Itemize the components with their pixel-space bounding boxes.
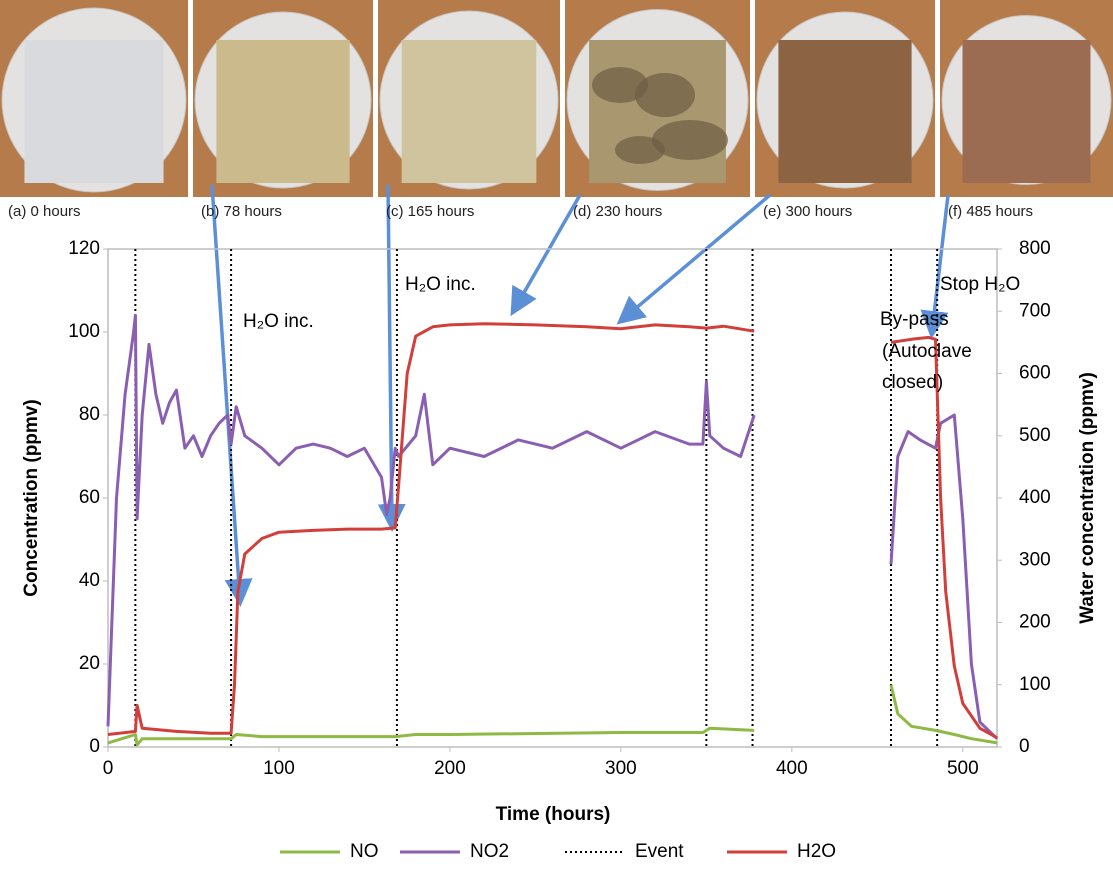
y2-tick-label: 100 [1019, 674, 1051, 695]
x-tick-label: 200 [434, 758, 466, 779]
photo-caption: (a) 0 hours [8, 203, 81, 220]
y-tick-label: 120 [68, 238, 100, 259]
x-tick-label: 500 [947, 758, 979, 779]
photo-caption: (c) 165 hours [386, 203, 474, 220]
annotation: (Autoclave [882, 341, 972, 362]
annotation: closed) [882, 372, 943, 393]
series-line [108, 315, 997, 738]
y2-tick-label: 600 [1019, 363, 1051, 384]
y-tick-label: 80 [79, 404, 100, 425]
series-line [108, 685, 997, 745]
legend-label: NO2 [470, 841, 509, 862]
y2-tick-label: 300 [1019, 549, 1051, 570]
photo-sample [962, 40, 1090, 183]
y-tick-label: 60 [79, 487, 100, 508]
photo-caption: (f) 485 hours [948, 203, 1033, 220]
legend-label: Event [635, 841, 684, 862]
photo-patch [635, 73, 695, 117]
y2-axis-title: Water concentration (ppmv) [1077, 372, 1098, 624]
series-line [108, 324, 997, 738]
photo-row [0, 0, 1113, 197]
arrows [212, 185, 948, 600]
plot-frame [108, 249, 997, 747]
x-axis-title: Time (hours) [496, 804, 611, 825]
arrow [212, 185, 240, 600]
photo-caption: (e) 300 hours [763, 203, 852, 220]
y2-tick-label: 200 [1019, 612, 1051, 633]
y-axis-title: Concentration (ppmv) [21, 399, 42, 596]
y2-tick-label: 400 [1019, 487, 1051, 508]
photo-caption: (b) 78 hours [201, 203, 282, 220]
annotation: H₂O inc. [405, 274, 476, 295]
annotation: By-pass [880, 309, 949, 330]
y2-tick-label: 700 [1019, 300, 1051, 321]
arrow [514, 195, 580, 310]
y-tick-label: 40 [79, 570, 100, 591]
legend-label: NO [350, 841, 379, 862]
photo-sample [402, 40, 537, 183]
x-tick-label: 0 [103, 758, 114, 779]
x-tick-label: 300 [605, 758, 637, 779]
photo-patch [615, 136, 665, 164]
photo-sample [216, 40, 349, 183]
y2-tick-label: 0 [1019, 736, 1030, 757]
photo-sample [778, 40, 911, 183]
y-tick-label: 20 [79, 653, 100, 674]
photo-caption: (d) 230 hours [573, 203, 662, 220]
x-tick-label: 400 [776, 758, 808, 779]
y2-tick-label: 800 [1019, 238, 1051, 259]
x-tick-label: 100 [263, 758, 295, 779]
annotation: H₂O inc. [243, 311, 314, 332]
legend-label: H2O [797, 841, 836, 862]
page: Time (hours) Concentration (ppmv) Water … [0, 0, 1113, 877]
annotation: Stop H₂O [940, 274, 1020, 295]
y-tick-label: 100 [68, 321, 100, 342]
y2-tick-label: 500 [1019, 425, 1051, 446]
photo-sample [24, 40, 163, 183]
y-tick-label: 0 [89, 736, 100, 757]
